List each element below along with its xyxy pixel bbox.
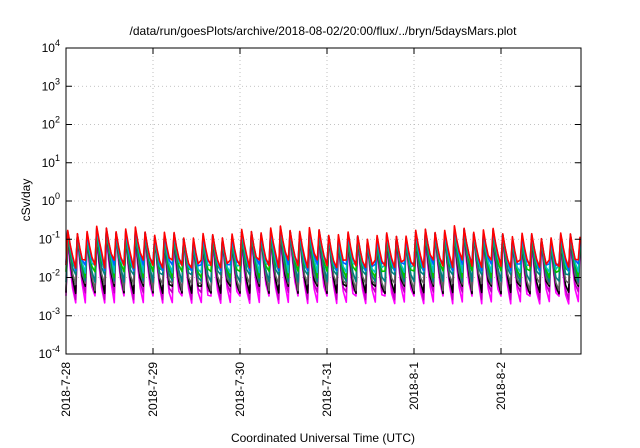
x-tick-label: 2018-7-30 [233,362,247,417]
grid-lines [66,48,581,354]
y-tick-label: 103 [42,76,60,93]
y-tick-label: 10-3 [39,306,60,323]
axis-ticks: 10-4 10-3 10-2 10-1 100 101 102 103 104 2018-7-28… [39,38,581,417]
data-series [65,225,581,305]
y-tick-label: 10-1 [39,229,60,246]
y-tick-label: 10-2 [39,268,60,285]
x-tick-label: 2018-8-2 [494,362,508,410]
x-tick-label: 2018-7-29 [146,362,160,417]
x-axis-label: Coordinated Universal Time (UTC) [231,431,415,445]
y-tick-label: 101 [42,153,60,170]
y-tick-label: 102 [42,115,60,132]
y-axis-label: cSv/day [19,179,33,222]
y-tick-label: 100 [42,191,60,208]
x-tick-label: 2018-8-1 [407,362,421,410]
y-tick-label: 104 [42,38,60,55]
plot-frame [65,47,582,355]
y-tick-label: 10-4 [39,344,60,361]
x-tick-label: 2018-7-28 [59,362,73,417]
chart-title: /data/run/goesPlots/archive/2018-08-02/2… [130,24,518,38]
x-tick-label: 2018-7-31 [320,362,334,417]
series-line [65,225,581,269]
